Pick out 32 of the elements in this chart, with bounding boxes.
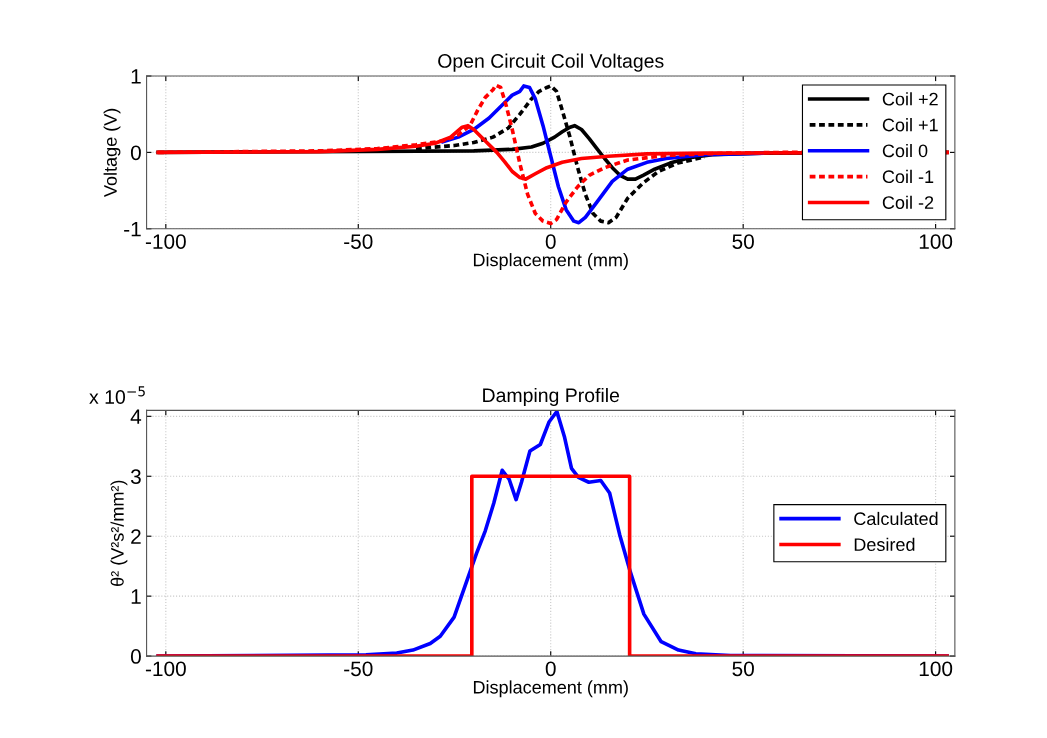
x-tick-label: 100 [919,661,953,677]
chart-title: Open Circuit Coil Voltages [438,53,664,72]
y-tick-label: 3 [130,469,141,485]
legend-label: Coil -1 [882,169,934,184]
x-tick-label: -50 [344,234,373,249]
x-tick-label: 100 [919,234,953,249]
x-tick-label: -100 [145,234,186,249]
y-tick-label: 4 [130,409,142,424]
y-tick-label: 1 [131,589,141,604]
legend-label: Coil -2 [882,195,934,209]
x-tick-label: -50 [344,661,373,677]
x-tick-label: 50 [732,234,754,249]
x-tick-label: 0 [545,234,556,249]
x-tick-label: 0 [545,661,556,677]
legend-label: Calculated [854,511,938,526]
legend-label: Coil +1 [882,118,938,132]
chart-title: Damping Profile [483,387,620,407]
y-tick-label: 1 [131,69,141,84]
legend-label: Coil 0 [882,143,928,158]
y-axis-title: Voltage (V) [103,108,121,197]
x-tick-label: 50 [732,661,754,677]
x-axis-title: Displacement (mm) [473,253,628,270]
y-tick-label: 0 [130,649,141,664]
y-tick-label: 2 [131,529,141,544]
legend-label: Desired [854,537,915,551]
y-tick-label: 0 [130,145,141,161]
y-tick-label: -1 [124,222,141,237]
x-tick-label: -100 [145,661,186,677]
legend-label: Coil +2 [882,92,938,106]
x-axis-title: Displacement (mm) [473,680,628,698]
y-axis-title: θ² (V²s²/mm²) [110,480,128,586]
text: x 10$^{−5}$ [89,386,145,404]
